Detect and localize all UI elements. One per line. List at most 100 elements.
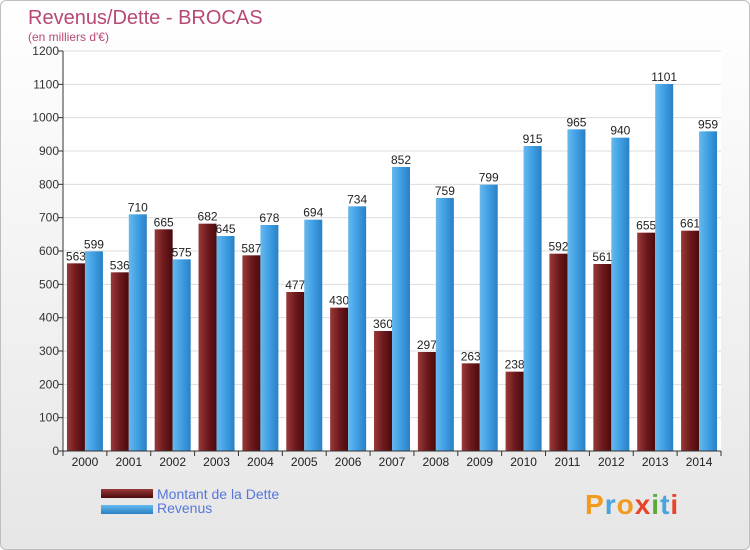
y-tick-label: 400 — [39, 311, 59, 325]
data-label: 238 — [505, 358, 525, 372]
bar-revenus — [435, 198, 454, 451]
data-label: 665 — [154, 215, 174, 229]
bar-revenus — [348, 206, 367, 451]
data-label: 799 — [479, 171, 499, 185]
bar-dette — [681, 230, 700, 451]
y-tick-label: 700 — [39, 211, 59, 225]
y-tick-label: 0 — [52, 444, 59, 458]
bar-revenus — [611, 137, 630, 451]
y-tick-label: 600 — [39, 244, 59, 258]
bar-dette — [66, 263, 85, 451]
data-label: 710 — [128, 200, 148, 214]
data-label: 297 — [417, 338, 437, 352]
data-label: 759 — [435, 184, 455, 198]
bar-revenus — [699, 131, 718, 452]
bar-dette — [637, 232, 656, 451]
logo-letter: i — [670, 489, 680, 520]
y-tick-label: 200 — [39, 377, 59, 391]
data-label: 655 — [636, 219, 656, 233]
x-tick-label: 2000 — [72, 455, 99, 469]
logo-letter: r — [604, 489, 617, 520]
bar-dette — [242, 255, 261, 451]
bar-revenus — [260, 225, 279, 451]
y-tick-label: 800 — [39, 177, 59, 191]
data-label: 694 — [303, 206, 323, 220]
data-label: 592 — [548, 240, 568, 254]
y-tick-label: 500 — [39, 277, 59, 291]
x-tick-label: 2008 — [423, 455, 450, 469]
chart-title: Revenus/Dette - BROCAS — [28, 7, 263, 29]
logo-letter: x — [634, 489, 652, 520]
x-tick-label: 2006 — [335, 455, 362, 469]
axis-layer: 0 100 200 300 400 500 600 700 800 900 1000 1100 1200… — [32, 44, 722, 469]
x-tick-label: 2009 — [466, 455, 493, 469]
x-tick-label: 2010 — [510, 455, 537, 469]
data-label: 575 — [172, 245, 192, 259]
x-tick-label: 2011 — [555, 455, 581, 469]
bar-revenus — [655, 84, 674, 451]
x-tick-label: 2007 — [379, 455, 406, 469]
data-label: 599 — [84, 237, 104, 251]
data-label: 563 — [66, 249, 86, 263]
proxiti-logo: Proxiti — [585, 489, 679, 521]
bar-dette — [461, 363, 480, 451]
legend-swatch-revenus — [101, 505, 153, 514]
bar-dette — [549, 253, 568, 451]
logo-letter: o — [616, 489, 635, 520]
y-tick-label: 100 — [39, 411, 59, 425]
data-label: 661 — [680, 217, 700, 231]
x-tick-label: 2012 — [598, 455, 625, 469]
x-tick-label: 2001 — [115, 455, 142, 469]
bar-dette — [154, 229, 173, 451]
bar-revenus — [304, 219, 323, 451]
data-label: 587 — [241, 241, 261, 255]
bar-revenus — [216, 236, 235, 451]
data-label: 965 — [566, 115, 586, 129]
x-tick-label: 2004 — [247, 455, 274, 469]
y-tick-label: 300 — [39, 344, 59, 358]
bar-dette — [198, 223, 217, 451]
logo-letter: i — [651, 489, 661, 520]
x-tick-label: 2005 — [291, 455, 318, 469]
data-label: 678 — [259, 211, 279, 225]
bar-dette — [110, 272, 129, 451]
legend-swatch-dette — [101, 489, 153, 498]
data-label: 852 — [391, 153, 411, 167]
data-label: 682 — [198, 210, 218, 224]
x-tick-label: 2014 — [686, 455, 713, 469]
data-label: 263 — [461, 349, 481, 363]
y-tick-label: 900 — [39, 144, 59, 158]
bar-dette — [330, 307, 349, 451]
logo-letter: t — [660, 489, 671, 520]
y-tick-label: 1000 — [32, 111, 59, 125]
data-label: 1101 — [651, 70, 677, 84]
data-label: 959 — [698, 117, 718, 131]
data-label: 360 — [373, 317, 393, 331]
x-tick-label: 2002 — [159, 455, 186, 469]
bar-revenus — [84, 251, 103, 451]
bar-revenus — [172, 259, 191, 451]
chart-subtitle: (en milliers d'€) — [28, 30, 109, 44]
bar-revenus — [567, 129, 586, 452]
bar-dette — [505, 371, 524, 451]
bar-revenus — [523, 146, 542, 451]
bar-dette — [286, 292, 305, 451]
bar-dette — [417, 352, 436, 451]
y-tick-label: 1200 — [32, 44, 59, 58]
bar-dette — [593, 264, 612, 451]
x-tick-label: 2013 — [642, 455, 669, 469]
legend-label-revenus: Revenus — [157, 500, 213, 516]
data-label: 645 — [216, 222, 236, 236]
data-label: 561 — [592, 250, 612, 264]
bar-dette — [374, 331, 392, 451]
bar-revenus — [128, 214, 147, 451]
bar-revenus — [479, 184, 498, 451]
bar-revenus — [392, 167, 410, 451]
legend-label-dette: Montant de la Dette — [157, 486, 280, 502]
x-tick-label: 2003 — [203, 455, 230, 469]
data-label: 940 — [610, 124, 630, 138]
data-label: 477 — [285, 278, 305, 292]
